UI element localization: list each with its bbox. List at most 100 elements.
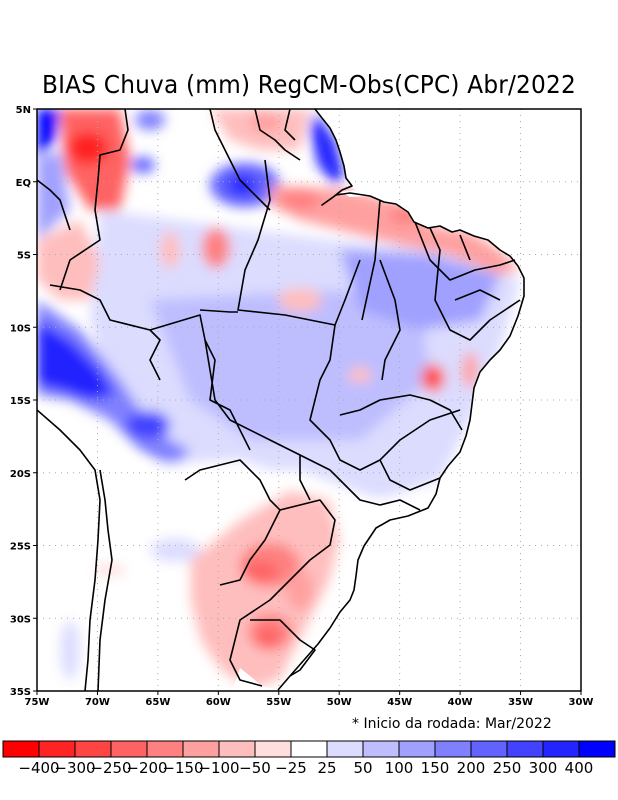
- guiana-borders: [209, 109, 301, 211]
- colorbar-swatch: [506, 740, 544, 758]
- x-tick-label: 45W: [387, 697, 412, 708]
- region-bahia-coast-negative: [462, 352, 478, 388]
- bahia-border: [339, 394, 463, 431]
- coastline: [277, 109, 525, 691]
- run-start-note: * Inicio da rodada: Mar/2022: [352, 716, 552, 732]
- colorbar-label: −50: [239, 759, 271, 777]
- colorbar-swatch: [362, 740, 400, 758]
- colorbar: −400−300−250−200−150−100 −50 −25 25 50 100 150…: [2, 740, 616, 777]
- x-tick-label: 55W: [266, 697, 291, 708]
- southeast-borders: [299, 455, 441, 511]
- colorbar-swatch: [290, 740, 328, 758]
- region-guiana-negative-max: [249, 112, 281, 132]
- x-tick-label: 40W: [448, 697, 473, 708]
- y-tick-label: 5S: [17, 251, 31, 262]
- y-tick-label: 35S: [10, 687, 31, 698]
- colorbar-label: 100: [385, 759, 414, 777]
- y-tick-label: 20S: [10, 469, 31, 480]
- colorbar-label: −25: [275, 759, 307, 777]
- x-tick-label: 30W: [569, 697, 594, 708]
- colorbar-swatch: [434, 740, 472, 758]
- colorbar-swatch: [218, 740, 256, 758]
- colorbar-swatch: [578, 740, 616, 758]
- x-tick-label: 75W: [25, 697, 50, 708]
- region-north-coast-negative: [270, 185, 520, 275]
- colorbar-label: −400: [18, 759, 59, 777]
- region-tocantins-negative: [348, 367, 372, 383]
- region-north-positive: [135, 110, 165, 130]
- map-title: BIAS Chuva (mm) RegCM-Obs(CPC) Abr/2022: [42, 70, 576, 99]
- amazonas-para-border: [237, 159, 336, 326]
- region-bahia-max: [428, 372, 438, 384]
- x-tick-label: 35W: [508, 697, 533, 708]
- region-amazonas-negative: [202, 228, 230, 268]
- region-peru-max: [37, 320, 115, 400]
- x-tick-label: 50W: [327, 697, 352, 708]
- colorbar-swatch: [38, 740, 76, 758]
- y-tick-label: 30S: [10, 614, 31, 625]
- region-bolivia-max: [126, 411, 170, 439]
- y-axis: 5N EQ 5S 10S 15S 20S 25S 30S 35S: [10, 105, 37, 698]
- colorbar-swatch: [110, 740, 148, 758]
- borders: [37, 109, 525, 691]
- region-amapa-positive: [310, 112, 344, 185]
- region-sc-negative: [286, 570, 314, 610]
- colorbar-label: 50: [353, 759, 372, 777]
- region-south-negative: [190, 490, 340, 690]
- colorbar-label: 150: [421, 759, 450, 777]
- goias-tocantins-border: [309, 259, 461, 471]
- region-west-negative: [37, 220, 100, 300]
- y-tick-label: 25S: [10, 542, 31, 553]
- colorbar-swatch: [398, 740, 436, 758]
- colorbar-swatch: [74, 740, 112, 758]
- colorbar-swatch: [470, 740, 508, 758]
- colorbar-label: 300: [529, 759, 558, 777]
- y-tick-label: 5N: [16, 105, 31, 116]
- region-para-coast-negative: [280, 190, 320, 210]
- region-moderate-positive: [150, 290, 430, 440]
- colorbar-label: 25: [317, 759, 336, 777]
- colorbar-swatch: [254, 740, 292, 758]
- region-ne-positive: [340, 250, 500, 330]
- y-tick-label: 10S: [10, 323, 31, 334]
- x-tick-label: 70W: [85, 697, 110, 708]
- bias-field: [37, 109, 520, 691]
- colorbar-label: −300: [54, 759, 95, 777]
- colombia-peru-border: [37, 179, 71, 231]
- region-nw-positive: [37, 150, 70, 240]
- bolivia-brazil-border: [149, 314, 251, 451]
- uruguay-border: [250, 619, 316, 677]
- region-amazonas-negative-2: [160, 232, 180, 268]
- x-tick-label: 60W: [206, 697, 231, 708]
- region-roraima-max: [68, 132, 108, 164]
- colorbar-label: 250: [493, 759, 522, 777]
- chile-argentina-border: [97, 469, 113, 691]
- colorbar-swatch: [2, 740, 40, 758]
- x-tick-label: 65W: [145, 697, 170, 708]
- west-coastline: [37, 409, 101, 691]
- colorbar-swatch: [542, 740, 580, 758]
- region-nw-max: [37, 109, 60, 160]
- venezuela-border: [59, 109, 129, 291]
- region-argentina-positive: [150, 538, 200, 562]
- colorbar-swatch: [146, 740, 184, 758]
- colorbar-label: −200: [126, 759, 167, 777]
- mato-grosso-border: [199, 309, 331, 471]
- colorbar-label: −150: [162, 759, 203, 777]
- region-north-positive-2: [131, 157, 155, 173]
- northeast-borders: [361, 199, 521, 341]
- colorbar-swatch: [182, 740, 220, 758]
- colorbar-swatch: [326, 740, 364, 758]
- region-parana-max: [242, 562, 278, 582]
- region-para-negative: [278, 288, 322, 312]
- y-tick-label: EQ: [16, 178, 31, 189]
- x-axis: 75W 70W 65W 60W 55W 50W 45W 40W 35W 30W: [25, 691, 594, 708]
- paraguay-border: [184, 459, 281, 586]
- region-rs-max: [256, 628, 280, 648]
- colorbar-label: 400: [565, 759, 594, 777]
- colorbar-label: −100: [198, 759, 239, 777]
- colorbar-label: −250: [90, 759, 131, 777]
- peru-brazil-border: [49, 284, 161, 381]
- y-tick-label: 15S: [10, 396, 31, 407]
